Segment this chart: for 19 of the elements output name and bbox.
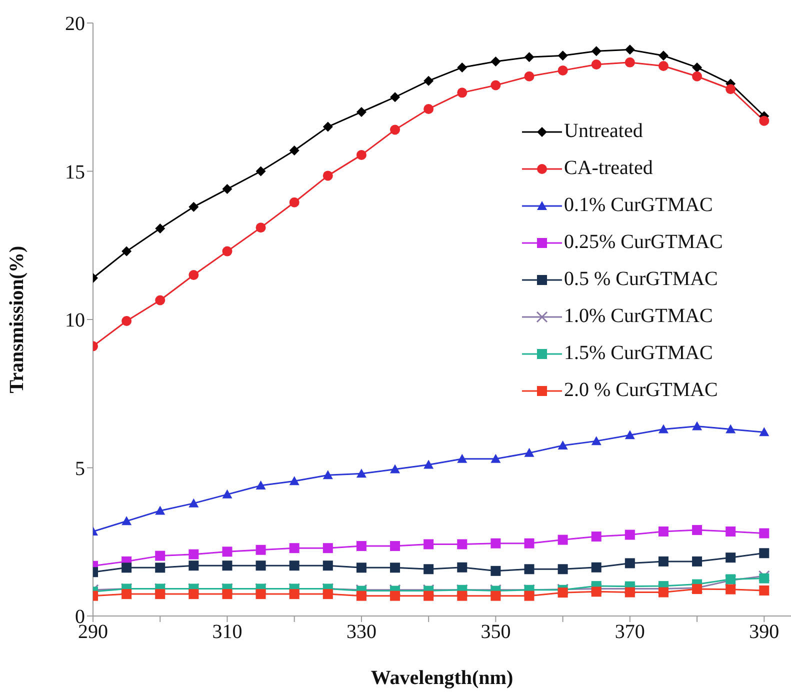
- legend-label: 0.5 % CurGTMAC: [564, 268, 718, 291]
- legend-label: 0.25% CurGTMAC: [564, 231, 723, 254]
- x-tick-label: 330: [346, 621, 376, 644]
- legend-label: CA-treated: [564, 157, 653, 180]
- legend-label: 2.0 % CurGTMAC: [564, 379, 718, 402]
- legend-label: 1.0% CurGTMAC: [564, 305, 713, 328]
- y-tick-label: 20: [65, 13, 85, 36]
- y-tick-label: 10: [65, 310, 85, 332]
- legend-label: 0.1% CurGTMAC: [564, 194, 713, 217]
- y-tick-label: 5: [75, 458, 85, 480]
- y-tick-label: 15: [65, 161, 85, 184]
- x-tick-label: 370: [614, 621, 645, 644]
- y-axis-title: Transmission(%): [6, 246, 28, 394]
- x-axis-title: Wavelength(nm): [370, 667, 514, 689]
- x-tick-label: 390: [749, 621, 780, 644]
- legend-label: 1.5% CurGTMAC: [564, 342, 713, 365]
- x-tick-label: 350: [480, 621, 511, 644]
- x-tick-label: 310: [212, 621, 242, 644]
- legend-label: Untreated: [564, 120, 643, 143]
